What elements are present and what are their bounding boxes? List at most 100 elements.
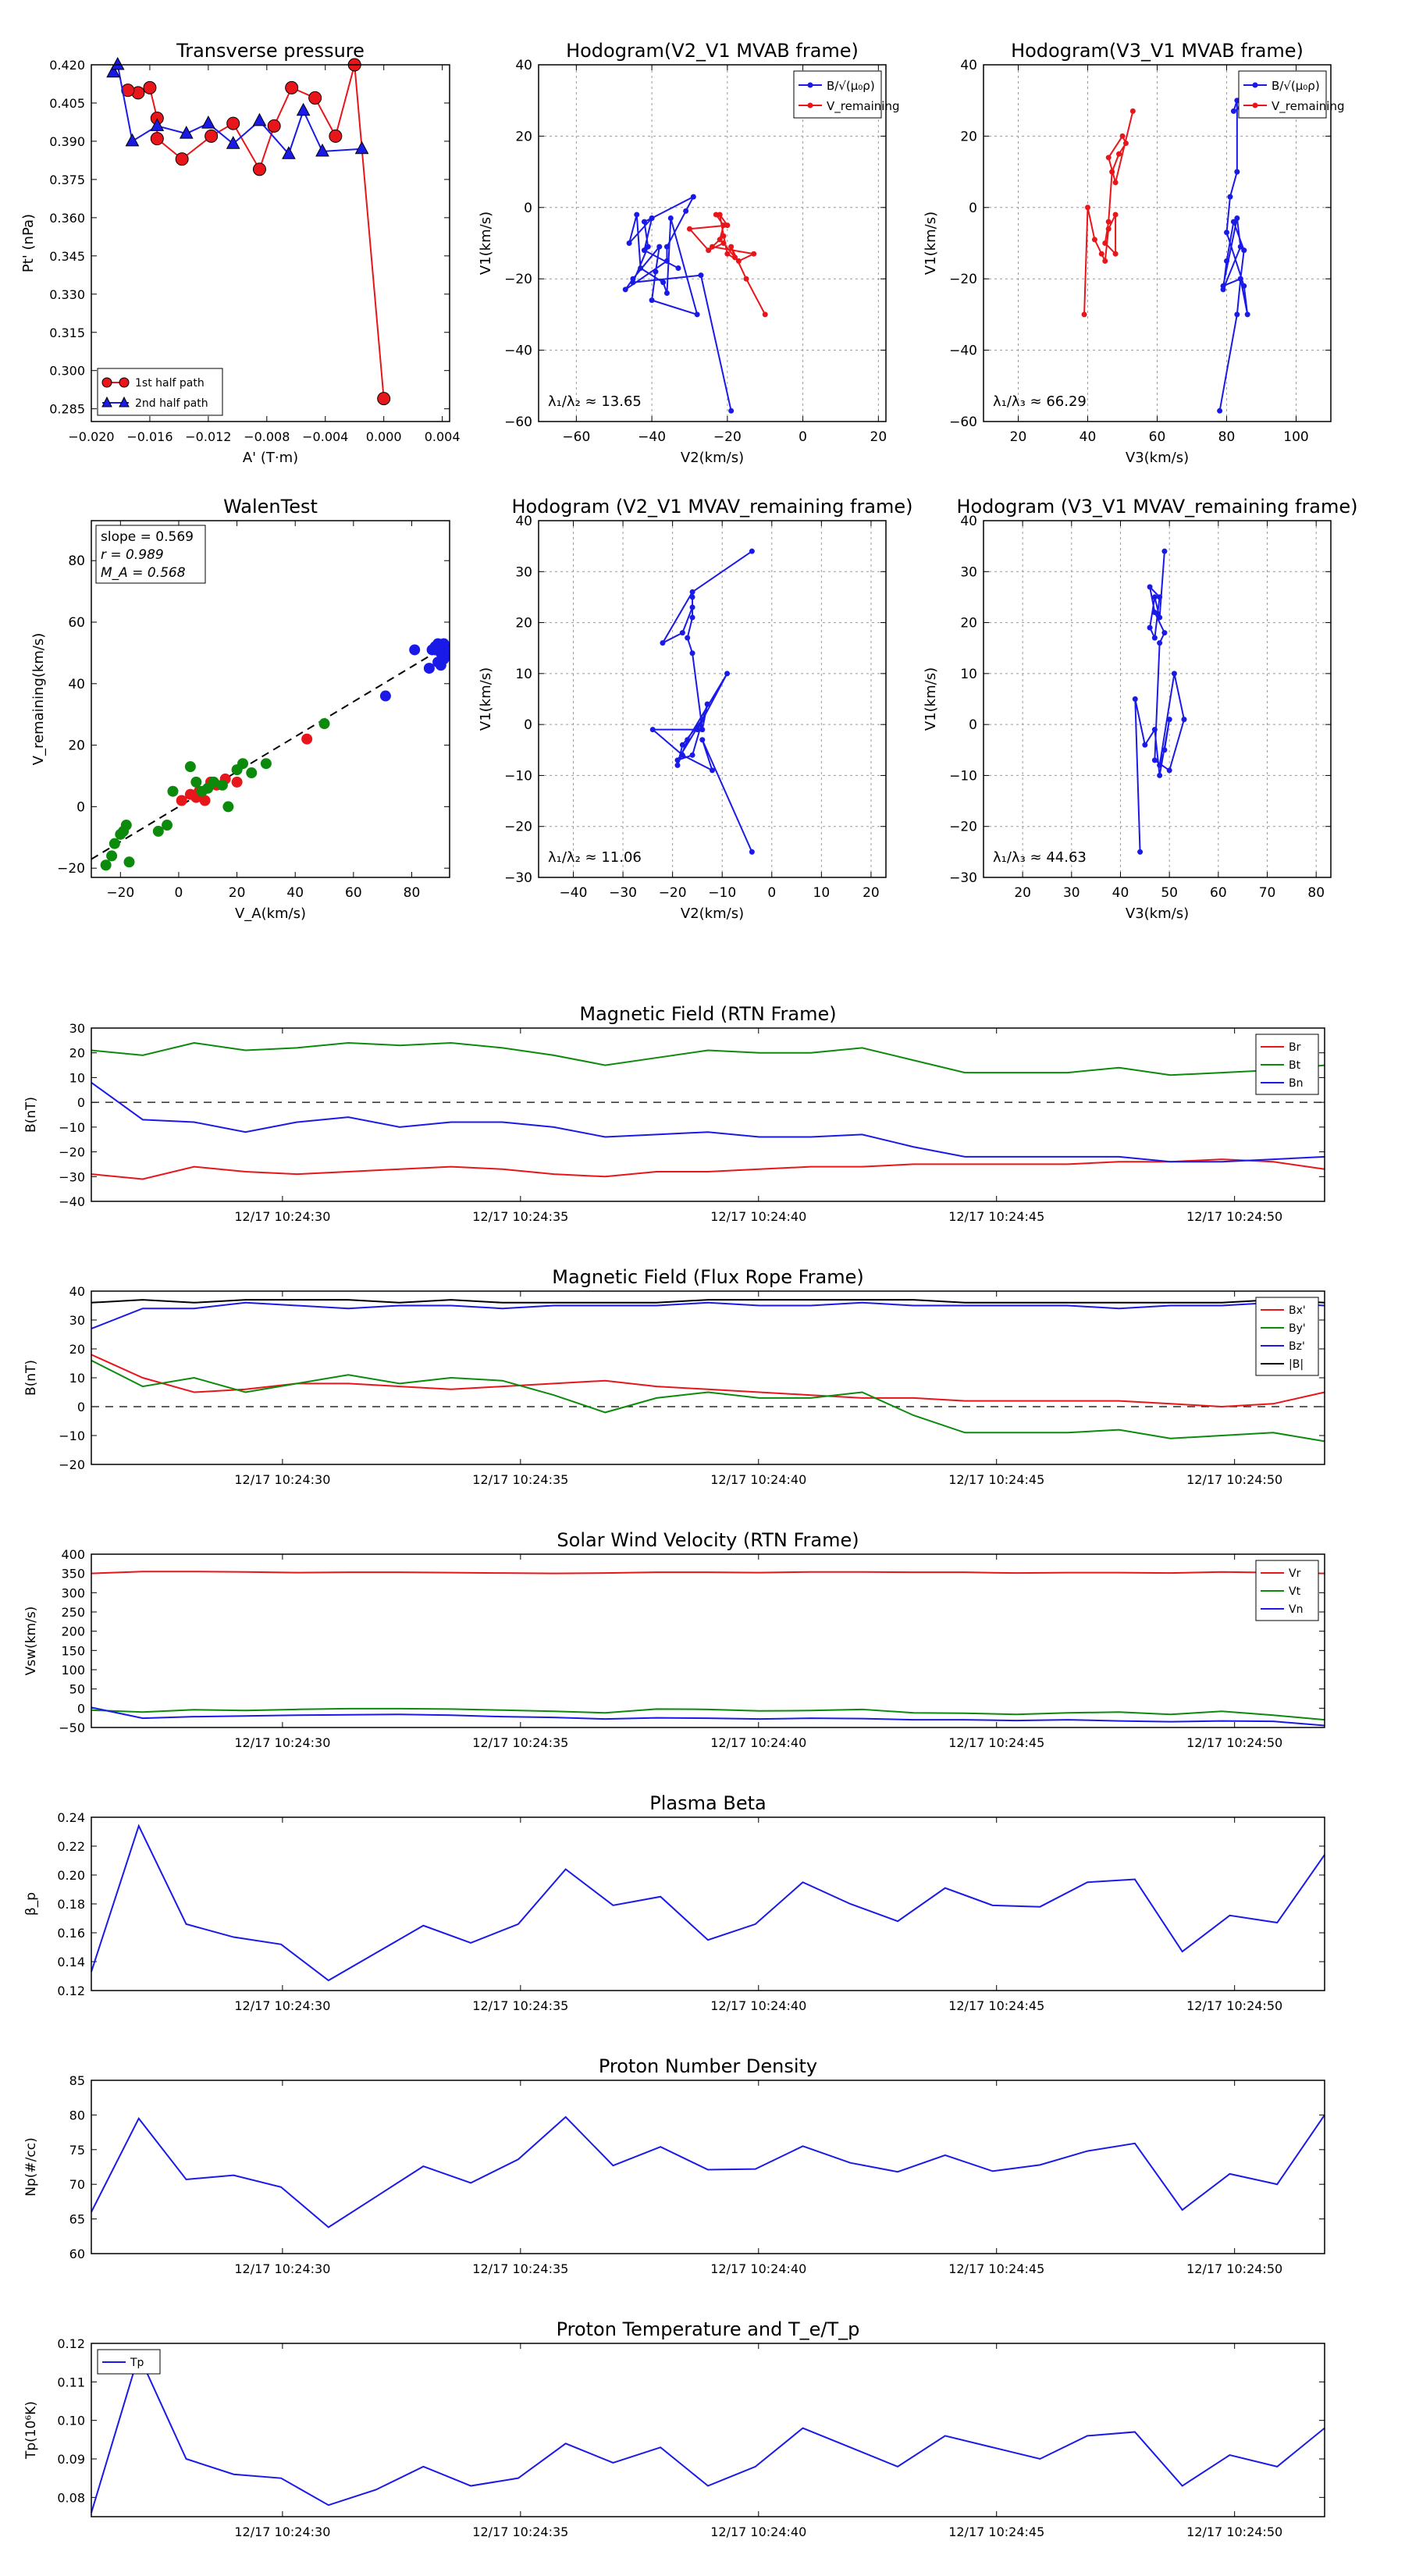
data-point xyxy=(1085,205,1090,211)
data-point xyxy=(663,290,670,296)
series-line-By' xyxy=(91,1359,1325,1443)
x-axis-label: V3(km/s) xyxy=(1126,906,1189,922)
legend-marker xyxy=(807,82,813,88)
y-axis-label: Tp(10⁶K) xyxy=(23,2401,39,2460)
data-point xyxy=(1234,169,1240,175)
x-tick-label: 80 xyxy=(1218,429,1236,445)
data-point xyxy=(660,640,666,646)
y-tick-label: 0 xyxy=(77,1400,85,1414)
data-point xyxy=(438,638,450,649)
data-point xyxy=(728,407,735,414)
y-tick-label: 300 xyxy=(61,1585,85,1600)
eigen-ratio-annotation: λ₁/λ₂ ≈ 13.65 xyxy=(548,393,642,410)
data-point xyxy=(152,825,164,837)
chart-title: Solar Wind Velocity (RTN Frame) xyxy=(557,1529,859,1551)
data-point xyxy=(679,630,685,636)
data-point xyxy=(1151,610,1158,616)
data-point xyxy=(749,548,755,554)
plot-frame xyxy=(983,520,1332,878)
series-line-|B| xyxy=(91,1299,1325,1304)
y-tick-label: 30 xyxy=(960,564,977,580)
y-tick-label: 0.420 xyxy=(49,58,85,73)
y-tick-label: 10 xyxy=(515,667,532,682)
eigen-ratio-annotation: λ₁/λ₃ ≈ 44.63 xyxy=(993,849,1087,866)
series-line-Bn xyxy=(91,1081,1325,1163)
legend-label: Br xyxy=(1289,1041,1301,1054)
data-point xyxy=(663,244,670,250)
data-point xyxy=(1220,283,1226,289)
data-point xyxy=(237,758,249,770)
time-tick-label: 12/17 10:24:45 xyxy=(948,1735,1044,1750)
legend-label: Bn xyxy=(1289,1077,1303,1090)
data-point xyxy=(121,84,135,98)
stat-ma: M_A = 0.568 xyxy=(101,565,186,581)
data-point xyxy=(1147,584,1153,590)
series-line-Vn xyxy=(91,1706,1325,1727)
data-point xyxy=(1241,247,1247,254)
y-tick-label: −10 xyxy=(59,1429,85,1443)
data-point xyxy=(1157,640,1163,646)
x-tick-label: 0 xyxy=(175,885,183,901)
time-tick-label: 12/17 10:24:40 xyxy=(710,2524,806,2539)
data-point xyxy=(653,269,659,275)
time-tick-label: 12/17 10:24:35 xyxy=(472,2524,568,2539)
data-point xyxy=(1227,194,1233,200)
x-tick-label: −30 xyxy=(609,885,637,901)
chart-title: Plasma Beta xyxy=(649,1792,766,1814)
y-tick-label: −10 xyxy=(59,1120,85,1135)
data-point xyxy=(663,258,670,264)
plot-frame xyxy=(538,520,887,878)
y-tick-label: 20 xyxy=(960,129,977,144)
chart-title: Hodogram (V2_V1 MVAV_remaining frame) xyxy=(511,496,912,518)
time-tick-label: 12/17 10:24:45 xyxy=(948,1998,1044,2013)
data-point xyxy=(199,795,211,806)
y-tick-label: 20 xyxy=(960,616,977,632)
data-point xyxy=(1105,155,1112,161)
series-line-B/√(μ₀ρ) xyxy=(624,194,732,411)
chart-title: Proton Number Density xyxy=(599,2055,817,2077)
data-point xyxy=(1161,630,1168,636)
data-point xyxy=(706,247,712,254)
data-point xyxy=(423,663,435,674)
series-line-beta xyxy=(91,1823,1325,1982)
plot-frame xyxy=(91,1290,1325,1465)
data-point xyxy=(216,779,228,791)
plot-frame xyxy=(983,64,1332,422)
legend-label: B/√(μ₀ρ) xyxy=(827,79,875,93)
data-point xyxy=(222,801,234,813)
legend-marker xyxy=(101,396,112,407)
x-tick-label: 30 xyxy=(1063,885,1080,901)
y-tick-label: 0 xyxy=(77,1095,85,1110)
data-point xyxy=(184,761,196,773)
time-tick-label: 12/17 10:24:35 xyxy=(472,2261,568,2276)
legend-marker xyxy=(119,377,130,388)
data-point xyxy=(762,311,768,318)
data-point xyxy=(649,727,656,733)
data-point xyxy=(175,152,189,166)
data-point xyxy=(1166,767,1172,774)
y-tick-label: 0.22 xyxy=(57,1839,85,1854)
time-tick-label: 12/17 10:24:35 xyxy=(472,1735,568,1750)
y-tick-label: 65 xyxy=(69,2212,85,2227)
x-tick-label: 10 xyxy=(813,885,831,901)
y-tick-label: 0.375 xyxy=(49,173,85,187)
y-axis-label: V_remaining(km/s) xyxy=(30,633,47,766)
time-tick-label: 12/17 10:24:50 xyxy=(1186,2524,1282,2539)
data-point xyxy=(179,126,194,139)
y-tick-label: 0.16 xyxy=(57,1926,85,1941)
chart-ts_beta: Plasma Beta 0.12 0.14 0.16 0.18 0.20 0.22 0.24 1… xyxy=(23,1792,1325,2013)
x-tick-label: 40 xyxy=(286,885,304,901)
series-line-Bx' xyxy=(91,1354,1325,1408)
y-tick-label: 20 xyxy=(68,738,85,754)
data-point xyxy=(1224,229,1229,236)
y-tick-label: 150 xyxy=(61,1643,85,1658)
data-point xyxy=(1166,717,1172,723)
y-axis-label: Pt' (nPa) xyxy=(20,214,37,272)
data-point xyxy=(694,727,700,733)
data-point xyxy=(685,737,691,743)
data-point xyxy=(301,733,313,745)
y-tick-label: 0.405 xyxy=(49,96,85,111)
data-point xyxy=(1151,594,1158,600)
time-tick-label: 12/17 10:24:50 xyxy=(1186,1998,1282,2013)
